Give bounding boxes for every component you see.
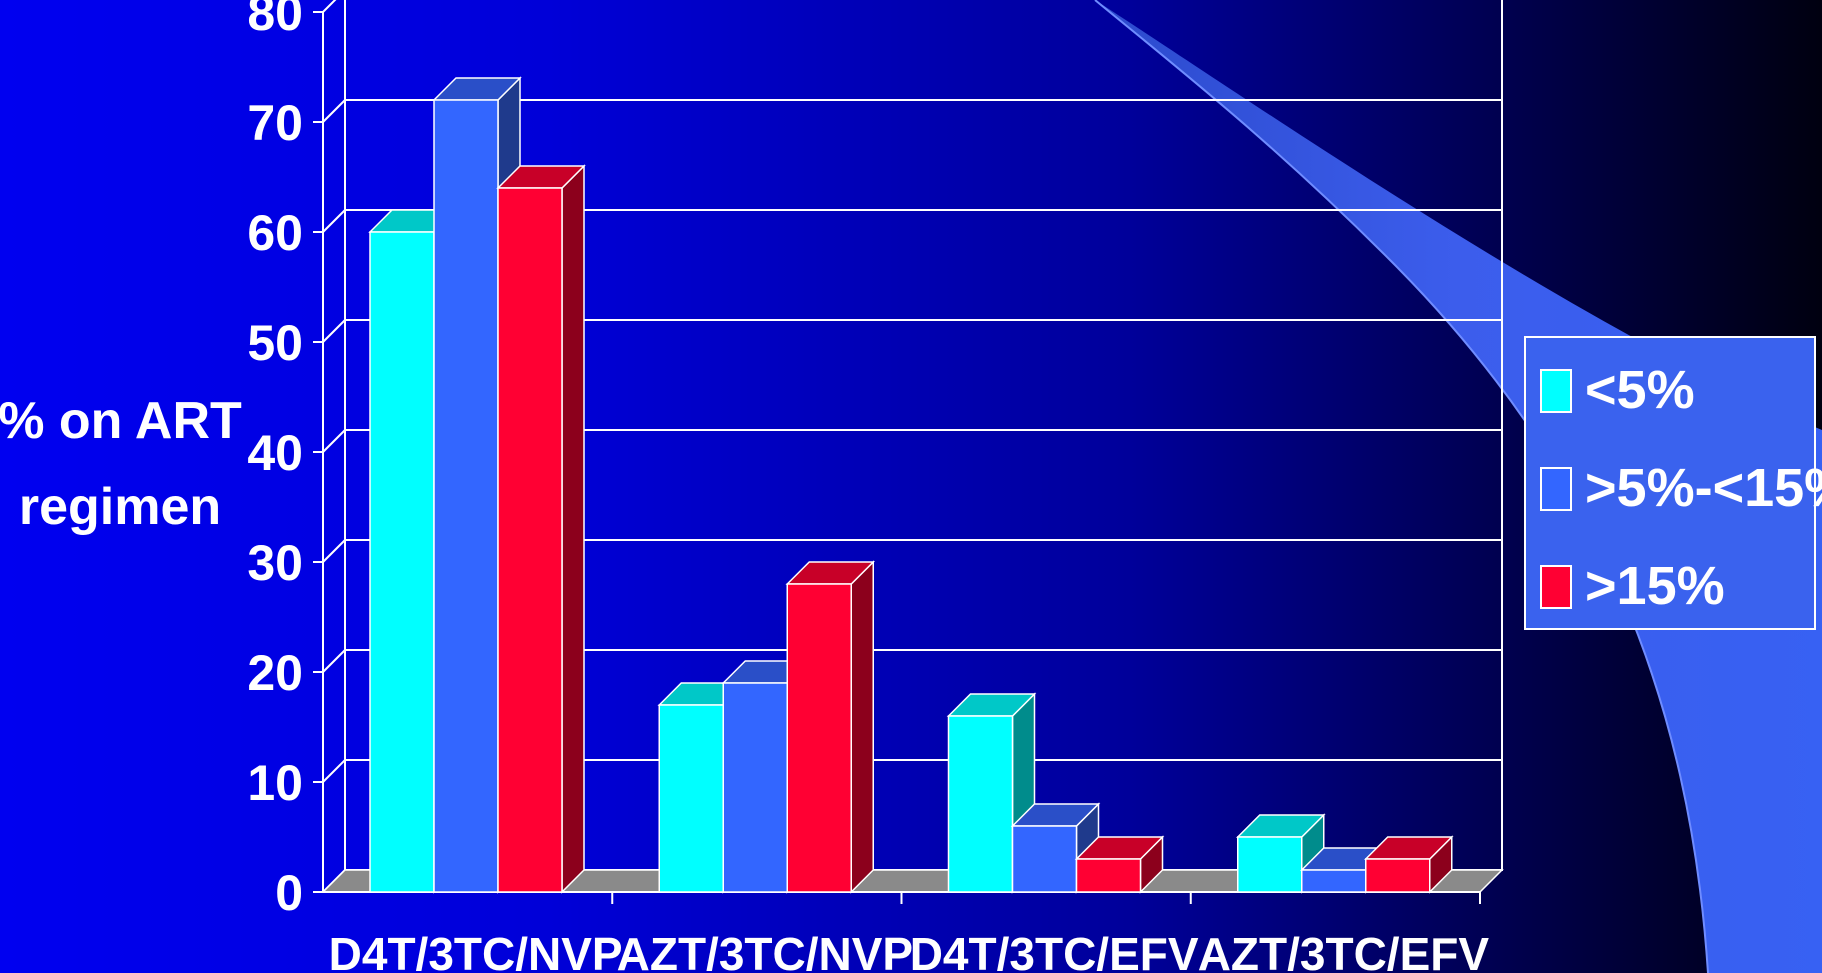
bar-front: [722, 682, 788, 893]
y-tick-label: 0: [275, 865, 303, 921]
legend: <5% >5%-<15% >15%: [1524, 336, 1822, 630]
y-tick-label: 60: [247, 205, 303, 261]
legend-swatch: [1540, 369, 1572, 413]
side-gridline: [322, 0, 337, 13]
y-tick-label: 50: [247, 315, 303, 371]
y-tick-label: 40: [247, 425, 303, 481]
y-tick-label: 70: [247, 95, 303, 151]
y-tick-label: 10: [247, 755, 303, 811]
side-gridline: [322, 429, 346, 453]
x-tick-label: D4T/3TC/NVP: [329, 928, 623, 973]
x-tick-label: AZT/3TC/EFV: [1198, 928, 1490, 973]
bar-front: [497, 187, 563, 893]
x-tick-label: AZT/3TC/NVP: [617, 928, 913, 973]
legend-box: [1524, 336, 1816, 630]
bar-front: [786, 583, 852, 893]
bar-front: [1365, 858, 1431, 893]
bar-front: [1237, 836, 1303, 893]
y-axis-label-line-2: regimen: [19, 478, 221, 536]
side-gridline: [322, 99, 346, 123]
legend-swatch: [1540, 565, 1572, 609]
y-tick-label: 80: [247, 0, 303, 41]
side-gridline: [322, 759, 346, 783]
legend-label: >5%-<15%: [1585, 458, 1822, 518]
bar: [1074, 835, 1165, 894]
bar-front: [658, 704, 724, 893]
y-axis-label: % on ART regimen: [0, 392, 242, 536]
axes: [313, 0, 1504, 904]
side-gridline: [322, 209, 346, 233]
bar-front: [1301, 869, 1367, 893]
bar-front: [947, 715, 1014, 893]
y-axis-label-line-1: % on ART: [0, 392, 242, 450]
bar: [785, 560, 876, 894]
bars: [368, 76, 1454, 894]
side-gridline: [322, 539, 346, 563]
y-tick-label: 30: [247, 535, 303, 591]
x-tick-label: D4T/3TC/EFV: [910, 928, 1199, 973]
bar-front: [1075, 858, 1142, 893]
legend-label: >15%: [1585, 556, 1725, 616]
bar-front: [369, 231, 435, 893]
y-tick-label: 20: [247, 645, 303, 701]
y-tick-labels: 0 10 20 30 40 50 60 70 80: [247, 0, 303, 921]
bar: [1363, 835, 1454, 894]
bar: [496, 164, 586, 894]
side-gridline: [322, 649, 346, 673]
bar-side: [850, 560, 874, 894]
side-gridline: [322, 319, 346, 343]
bar-front: [1011, 825, 1078, 893]
bar-side: [561, 164, 585, 894]
bar-front: [433, 99, 499, 893]
legend-swatch: [1540, 467, 1572, 511]
legend-label: <5%: [1585, 360, 1695, 420]
